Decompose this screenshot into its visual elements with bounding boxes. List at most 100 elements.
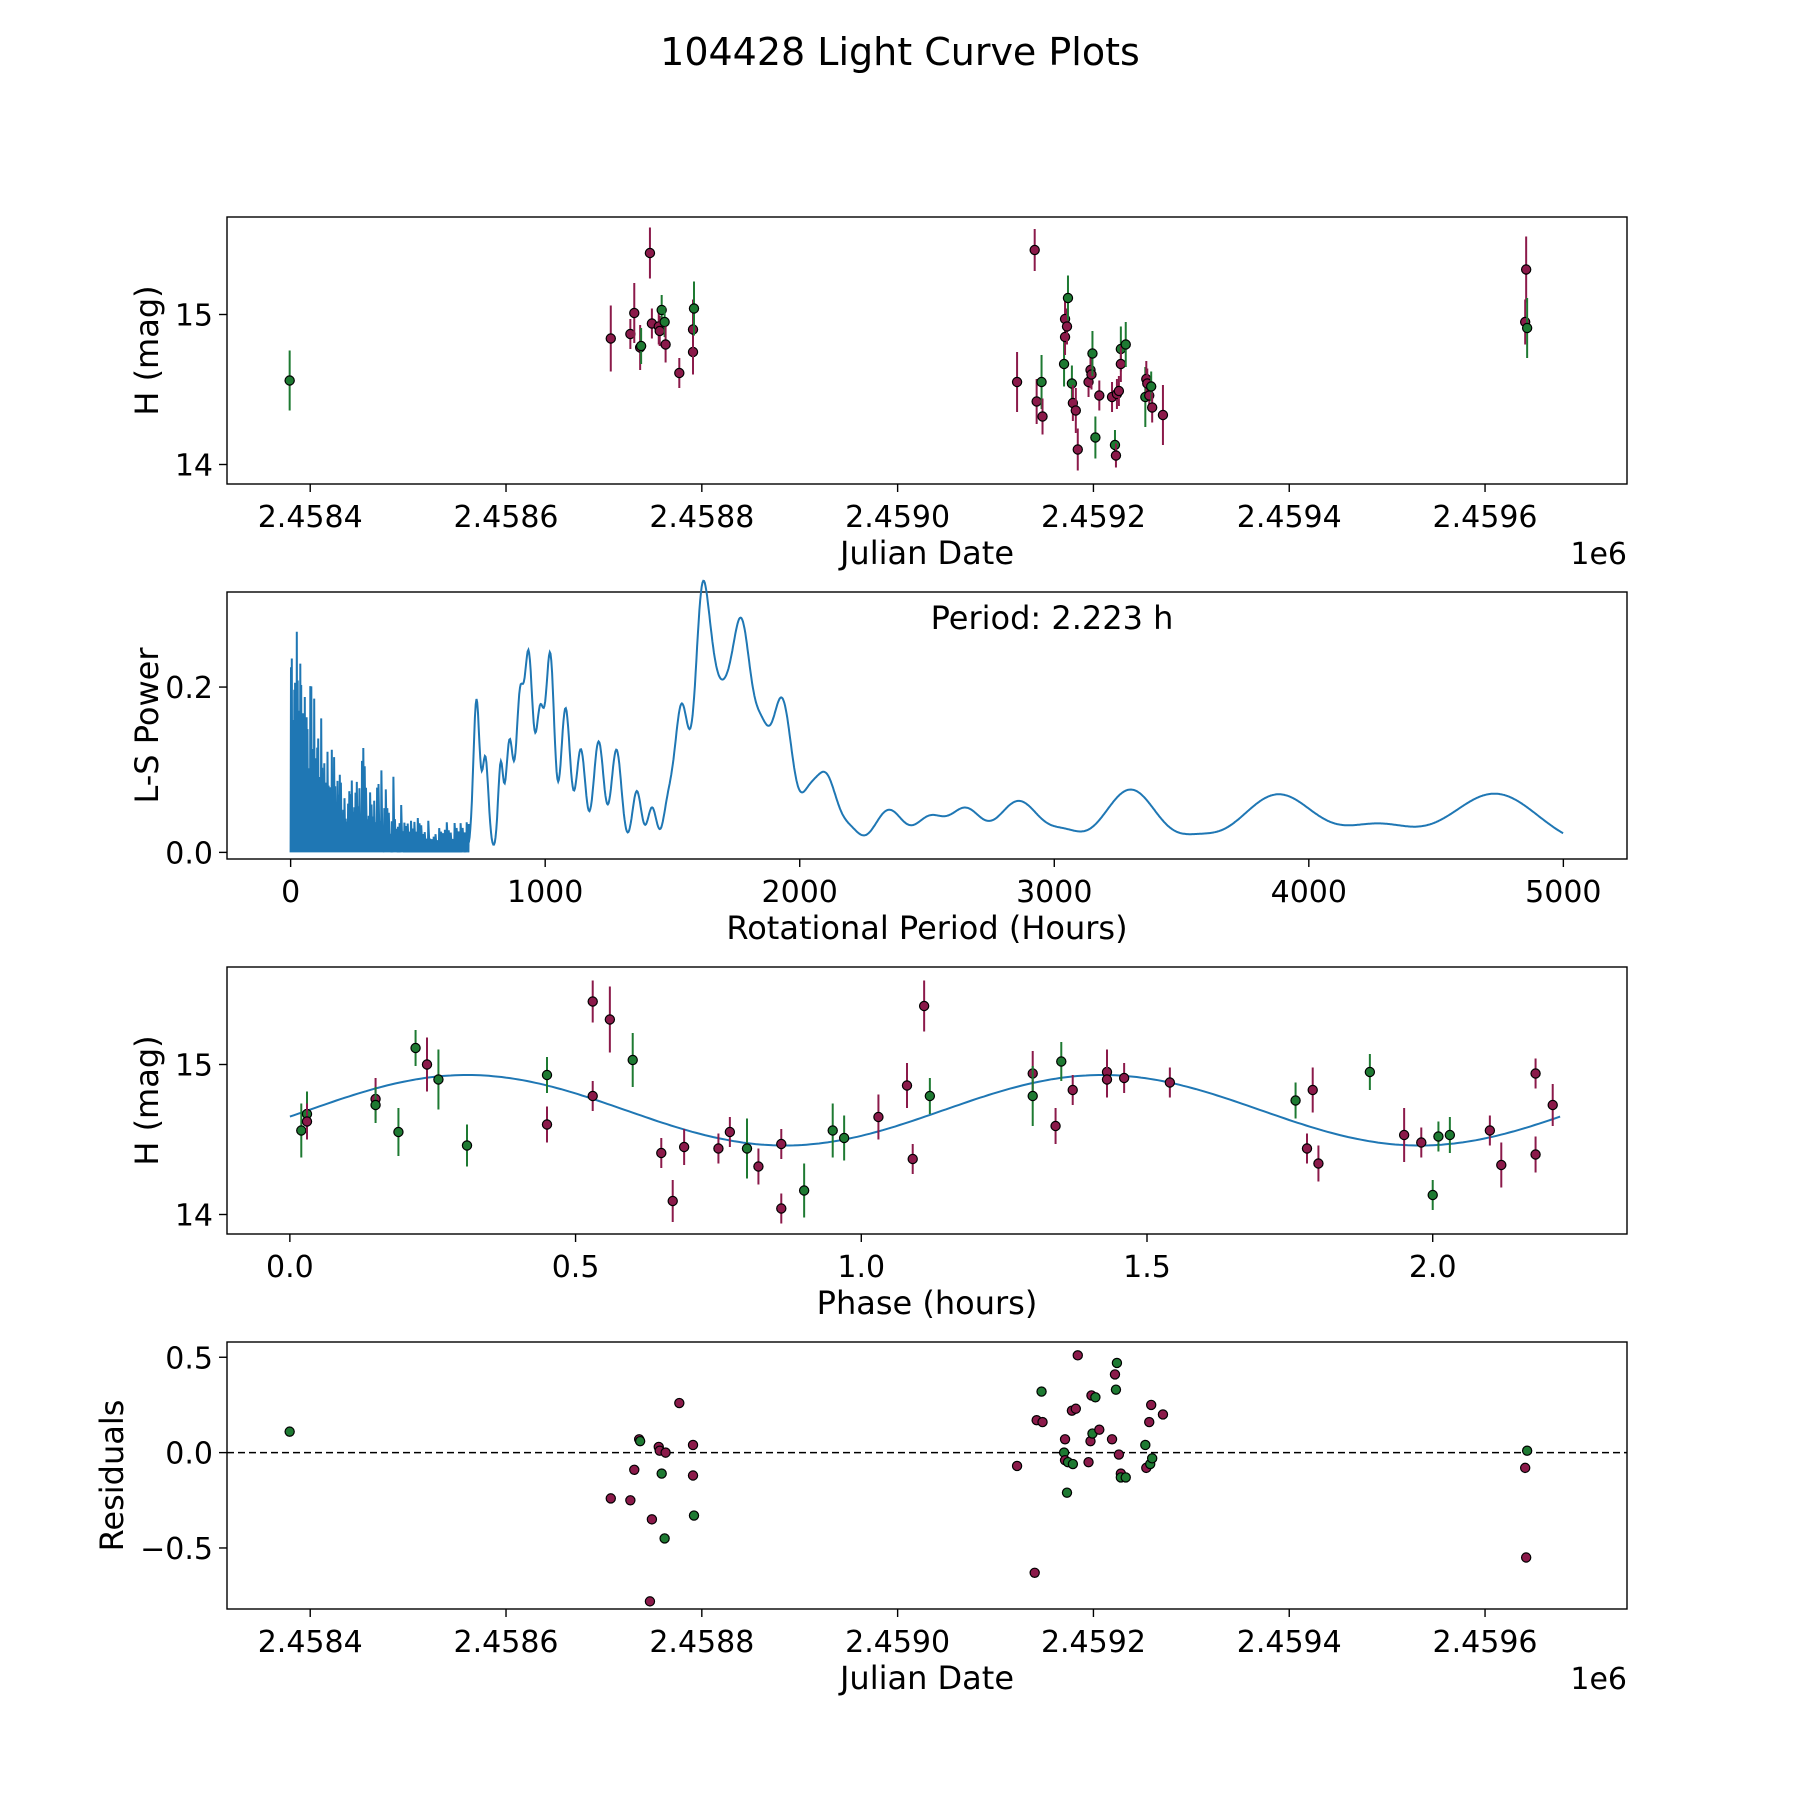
lightcurve-data-point <box>654 325 665 337</box>
lightcurve-data-point <box>1157 409 1169 421</box>
phased-lightcurve-panel: 0.0 0.5 1.0 1.5 2.0 14 15 Phase (hours) H (mag) <box>128 966 1628 1322</box>
phased-data-point <box>753 1161 764 1172</box>
residuals-data-point <box>1094 1424 1105 1435</box>
lightcurve-xlabel: Julian Date <box>838 534 1014 572</box>
lightcurve-data-point <box>1070 405 1082 416</box>
lightcurve-data-point <box>1058 358 1070 370</box>
phased-ytick-label: 15 <box>175 1049 213 1084</box>
lightcurve-data-point <box>1115 358 1127 370</box>
phased-data-point <box>1496 1159 1507 1171</box>
phased-data-point <box>713 1143 724 1154</box>
phased-data-point <box>393 1126 404 1138</box>
lightcurve-xtick-label: 2.4592 <box>1041 500 1146 535</box>
phased-data-point <box>1313 1158 1324 1169</box>
lightcurve-data-point <box>1110 450 1122 461</box>
periodogram-xtick-label: 4000 <box>1271 875 1347 910</box>
phased-data-point <box>1530 1149 1541 1160</box>
phased-xtick-label: 0.0 <box>266 1250 314 1285</box>
periodogram-xtick-label: 5000 <box>1525 875 1601 910</box>
residuals-xtick-label: 2.4592 <box>1041 1625 1146 1660</box>
lightcurve-data-point <box>1146 402 1158 413</box>
periodogram-xtick-label: 3000 <box>1016 875 1092 910</box>
phased-data-point <box>838 1132 850 1144</box>
phased-data-point <box>296 1125 307 1136</box>
figure-title: 104428 Light Curve Plots <box>660 30 1140 74</box>
lightcurve-data-point <box>660 339 671 350</box>
phased-data-point <box>1301 1143 1313 1154</box>
phased-data-point <box>461 1140 473 1151</box>
residuals-data-point <box>629 1464 640 1475</box>
phased-data-point <box>1444 1129 1456 1141</box>
residuals-data-point <box>1145 1399 1157 1411</box>
periodogram-axes-frame <box>226 591 1628 860</box>
phased-data-point <box>1050 1120 1061 1132</box>
phased-xtick-label: 2.0 <box>1409 1250 1457 1285</box>
phased-data-point <box>301 1116 313 1127</box>
residuals-data-point <box>625 1495 636 1506</box>
phased-data-point <box>627 1054 638 1066</box>
phased-axes-frame <box>226 966 1628 1235</box>
phased-data-point <box>1067 1084 1078 1096</box>
phased-data-point <box>1101 1074 1113 1085</box>
lightcurve-data-point <box>674 367 685 379</box>
phased-xtick-label: 0.5 <box>552 1250 600 1285</box>
residuals-data-point <box>1140 1439 1151 1451</box>
phased-data-point <box>587 1090 598 1102</box>
phased-data-point <box>667 1195 678 1207</box>
residuals-data-point <box>1090 1392 1101 1403</box>
residuals-ytick-label: 0.5 <box>165 1341 213 1376</box>
period-annotation: Period: 2.223 h <box>931 599 1174 637</box>
residuals-data-point <box>1061 1487 1073 1498</box>
lightcurve-data-point <box>1031 396 1042 407</box>
residuals-data-point <box>1113 1449 1125 1460</box>
lightcurve-data-point <box>1090 432 1101 443</box>
lightcurve-ytick-label: 14 <box>175 449 213 484</box>
phased-data-point <box>1307 1084 1318 1096</box>
phased-data-point <box>604 1014 616 1025</box>
lightcurve-xtick-label: 2.4590 <box>845 500 950 535</box>
phased-data-point <box>433 1074 444 1085</box>
lightcurve-data-point <box>1061 321 1073 332</box>
phased-ylabel: H (mag) <box>128 1035 166 1165</box>
periodogram-xtick-label: 2000 <box>762 875 838 910</box>
phased-data-point <box>798 1185 810 1196</box>
phased-data-point <box>541 1119 553 1130</box>
lightcurve-xtick-label: 2.4586 <box>454 500 559 535</box>
phased-data-point <box>1547 1099 1558 1111</box>
residuals-data-point <box>1070 1403 1082 1414</box>
phased-data-point <box>776 1138 787 1150</box>
phased-data-point <box>873 1111 884 1123</box>
residuals-data-point <box>1083 1456 1094 1468</box>
lightcurve-data-point <box>644 247 656 259</box>
lightcurve-ytick-label: 15 <box>175 299 213 334</box>
phased-data-point <box>741 1143 753 1154</box>
lightcurve-data-point <box>1029 244 1040 256</box>
lightcurve-xtick-label: 2.4584 <box>258 500 363 535</box>
lightcurve-data-point <box>1094 390 1105 401</box>
lightcurve-xtick-label: 2.4596 <box>1433 500 1538 535</box>
residuals-data-point <box>687 1439 699 1451</box>
phased-xtick-label: 1.5 <box>1123 1250 1171 1285</box>
residuals-data-point <box>1067 1458 1079 1470</box>
residuals-data-point <box>1520 1552 1532 1563</box>
phased-data-point <box>918 1000 930 1012</box>
residuals-data-point <box>1146 1453 1158 1464</box>
lightcurve-data-point <box>1145 381 1157 392</box>
residuals-xtick-label: 2.4586 <box>454 1625 559 1660</box>
residuals-data-point <box>1111 1357 1123 1369</box>
phased-data-point <box>656 1147 667 1159</box>
residuals-ylabel: Residuals <box>93 1400 131 1552</box>
residuals-data-point <box>1059 1434 1071 1445</box>
phased-data-point <box>410 1042 421 1054</box>
residuals-xlabel: Julian Date <box>838 1659 1014 1697</box>
residuals-data-point <box>1521 1445 1533 1456</box>
lightcurve-axis-offset-label: 1e6 <box>1570 537 1627 572</box>
phased-data-point <box>1027 1090 1038 1102</box>
residuals-data-point <box>605 1493 616 1504</box>
periodogram-xlabel: Rotational Period (Hours) <box>726 909 1127 947</box>
lightcurve-xtick-label: 2.4594 <box>1237 500 1342 535</box>
residuals-data-point <box>1144 1416 1155 1428</box>
phased-data-point <box>421 1059 433 1070</box>
phased-data-point <box>907 1153 918 1165</box>
